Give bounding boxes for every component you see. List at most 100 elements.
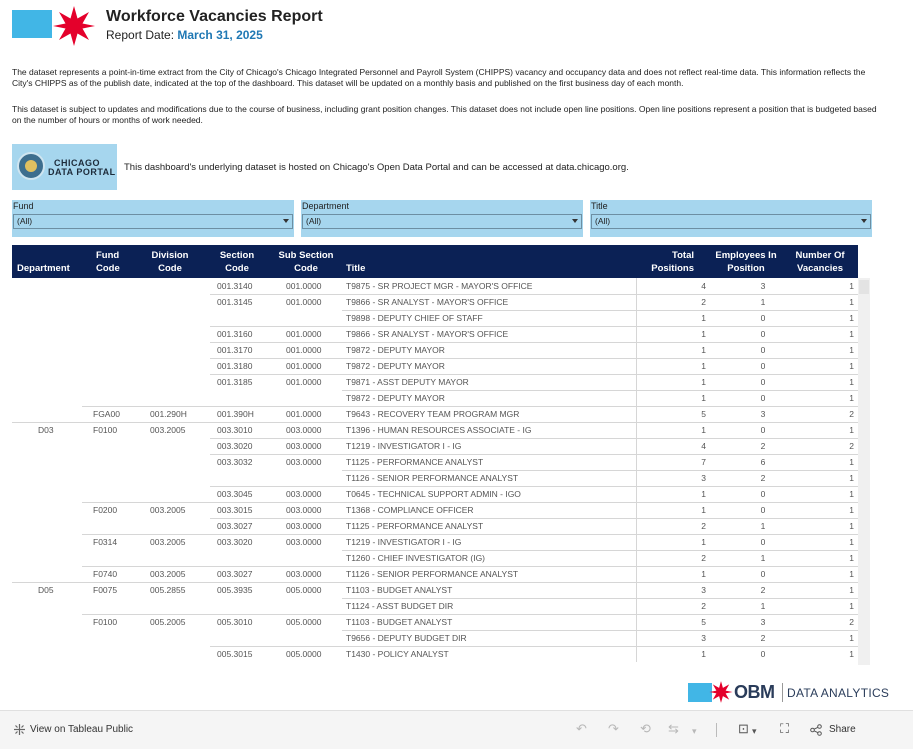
row-divider (210, 374, 858, 375)
cell-sub-section-code: 001.0000 (286, 361, 322, 371)
cell-section-code: 001.3180 (217, 361, 253, 371)
col-header-department[interactable]: Department (17, 263, 70, 274)
cell-section-code: 003.3045 (217, 489, 253, 499)
table-row[interactable]: D03 F0100 003.2005 003.3010 003.0000 T1396 - … (12, 422, 858, 438)
col-header-employees-in-position[interactable]: Employees In Position (715, 250, 777, 274)
cell-employees-in-position: 0 (760, 329, 766, 339)
cell-title: T0645 - TECHNICAL SUPPORT ADMIN - IGO (346, 489, 521, 499)
cell-title: T1219 - INVESTIGATOR I - IG (346, 537, 462, 547)
chevron-down-icon[interactable] (572, 219, 578, 223)
chevron-down-icon[interactable] (283, 219, 289, 223)
cell-total-positions: 4 (701, 441, 706, 451)
table-row[interactable]: 001.3145 001.0000 T9866 - SR ANALYST - MAY… (12, 294, 858, 310)
cell-title: T1124 - ASST BUDGET DIR (346, 601, 454, 611)
row-divider (210, 454, 858, 455)
cell-title: T1126 - SENIOR PERFORMANCE ANALYST (346, 569, 519, 579)
cell-number-of-vacancies: 1 (849, 345, 854, 355)
col-header-division-code[interactable]: Division Code (151, 250, 189, 274)
share-icon[interactable] (810, 724, 822, 736)
table-row[interactable]: 001.3160 001.0000 T9866 - SR ANALYST - MAY… (12, 326, 858, 342)
chicago-data-portal-logo[interactable]: CHICAGO DATA PORTAL (12, 144, 117, 190)
cell-section-code: 001.3185 (217, 377, 253, 387)
table-row[interactable]: D05 F0075 005.2855 005.3935 005.0000 T1103 - … (12, 582, 858, 598)
revert-icon[interactable]: ⟲ (640, 721, 651, 736)
refresh-menu-chevron-icon[interactable]: ▾ (692, 726, 697, 736)
cell-title: T9872 - DEPUTY MAYOR (346, 361, 445, 371)
cell-section-code: 003.3032 (217, 457, 253, 467)
view-on-tableau-public-link[interactable]: View on Tableau Public (30, 724, 134, 735)
redo-icon[interactable]: ↷ (608, 721, 619, 736)
cell-employees-in-position: 2 (760, 473, 766, 483)
table-row[interactable]: T1124 - ASST BUDGET DIR 2 1 1 (12, 598, 858, 614)
cell-title: T1126 - SENIOR PERFORMANCE ANALYST (346, 473, 519, 483)
col-header-total-positions[interactable]: Total Positions (651, 250, 694, 274)
description-paragraph-2: This dataset is subject to updates and m… (12, 104, 877, 125)
cell-employees-in-position: 0 (760, 649, 766, 659)
chevron-down-icon[interactable] (861, 219, 867, 223)
col-header-title[interactable]: Title (346, 263, 366, 274)
title-filter-dropdown[interactable]: (All) (591, 214, 871, 229)
table-row[interactable]: 001.3180 001.0000 T9872 - DEPUTY MAYOR 1 0 1 (12, 358, 858, 374)
col-header-fund-code[interactable]: Fund Code (96, 250, 120, 274)
tableau-logo-icon[interactable] (13, 723, 26, 736)
cell-title: T9643 - RECOVERY TEAM PROGRAM MGR (346, 409, 520, 419)
cell-sub-section-code: 005.0000 (286, 617, 322, 627)
cell-employees-in-position: 0 (760, 505, 766, 515)
cell-title: T1125 - PERFORMANCE ANALYST (346, 457, 484, 467)
table-row[interactable]: T9898 - DEPUTY CHIEF OF STAFF 1 0 1 (12, 310, 858, 326)
cell-fund-code: FGA00 (93, 409, 120, 419)
download-menu-chevron-icon[interactable]: ▾ (752, 726, 757, 736)
cell-total-positions: 1 (701, 393, 706, 403)
cell-section-code: 001.3140 (217, 281, 253, 291)
fullscreen-icon[interactable]: ⛶ (780, 721, 790, 736)
table-row[interactable]: 001.3170 001.0000 T9872 - DEPUTY MAYOR 1 0 1 (12, 342, 858, 358)
col-header-number-of-vacancies[interactable]: Number Of Vacancies (795, 250, 845, 274)
table-row[interactable]: T1260 - CHIEF INVESTIGATOR (IG) 2 1 1 (12, 550, 858, 566)
cell-sub-section-code: 005.0000 (286, 649, 322, 659)
table-row[interactable]: 005.3015 005.0000 T1430 - POLICY ANALYST 1 0… (12, 646, 858, 662)
cell-section-code: 003.3027 (217, 569, 253, 579)
table-row[interactable]: F0100 005.2005 005.3010 005.0000 T1103 - BUD… (12, 614, 858, 630)
download-icon[interactable]: ⊡ (738, 721, 749, 736)
table-row[interactable]: F0314 003.2005 003.3020 003.0000 T1219 - INV… (12, 534, 858, 550)
cell-number-of-vacancies: 1 (849, 281, 854, 291)
refresh-icon[interactable]: ⇆ (668, 721, 679, 736)
table-row[interactable]: 001.3140 001.0000 T9875 - SR PROJECT MGR -… (12, 278, 858, 294)
cell-employees-in-position: 0 (760, 537, 766, 547)
table-scrollbar[interactable] (858, 278, 870, 665)
cell-total-positions: 1 (701, 505, 706, 515)
row-divider (82, 406, 858, 407)
cell-title: T1219 - INVESTIGATOR I - IG (346, 441, 462, 451)
cell-section-code: 003.3020 (217, 537, 253, 547)
col-header-section-code[interactable]: Section Code (219, 250, 255, 274)
cell-total-positions: 1 (701, 313, 706, 323)
cell-sub-section-code: 003.0000 (286, 521, 322, 531)
table-row[interactable]: 001.3185 001.0000 T9871 - ASST DEPUTY MAYO… (12, 374, 858, 390)
cell-title: T9866 - SR ANALYST - MAYOR'S OFFICE (346, 297, 509, 307)
table-row[interactable]: 003.3045 003.0000 T0645 - TECHNICAL SUPPOR… (12, 486, 858, 502)
cell-number-of-vacancies: 1 (849, 393, 854, 403)
table-row[interactable]: 003.3027 003.0000 T1125 - PERFORMANCE ANAL… (12, 518, 858, 534)
cell-employees-in-position: 1 (760, 521, 766, 531)
table-row[interactable]: F0740 003.2005 003.3027 003.0000 T1126 - SEN… (12, 566, 858, 582)
table-row[interactable]: T9656 - DEPUTY BUDGET DIR 3 2 1 (12, 630, 858, 646)
table-row[interactable]: F0200 003.2005 003.3015 003.0000 T1368 - COM… (12, 502, 858, 518)
table-row[interactable]: T9872 - DEPUTY MAYOR 1 0 1 (12, 390, 858, 406)
cell-total-positions: 1 (701, 569, 706, 579)
col-header-sub-section-code[interactable]: Sub Section Code (278, 250, 334, 274)
row-divider (82, 614, 858, 615)
table-row[interactable]: T1126 - SENIOR PERFORMANCE ANALYST 3 2 1 (12, 470, 858, 486)
scrollbar-thumb[interactable] (859, 280, 869, 294)
cell-employees-in-position: 0 (760, 345, 766, 355)
table-row[interactable]: FGA00 001.290H 001.390H 001.0000 T9643 - REC… (12, 406, 858, 422)
row-divider (210, 294, 858, 295)
undo-icon[interactable]: ↶ (576, 721, 587, 736)
table-row[interactable]: 003.3020 003.0000 T1219 - INVESTIGATOR I -… (12, 438, 858, 454)
table-row[interactable]: 003.3032 003.0000 T1125 - PERFORMANCE ANAL… (12, 454, 858, 470)
share-button[interactable]: Share (829, 724, 856, 735)
fund-filter-dropdown[interactable]: (All) (13, 214, 293, 229)
cell-employees-in-position: 0 (760, 361, 766, 371)
cell-total-positions: 1 (701, 329, 706, 339)
obm-divider (782, 683, 783, 702)
department-filter-dropdown[interactable]: (All) (302, 214, 582, 229)
